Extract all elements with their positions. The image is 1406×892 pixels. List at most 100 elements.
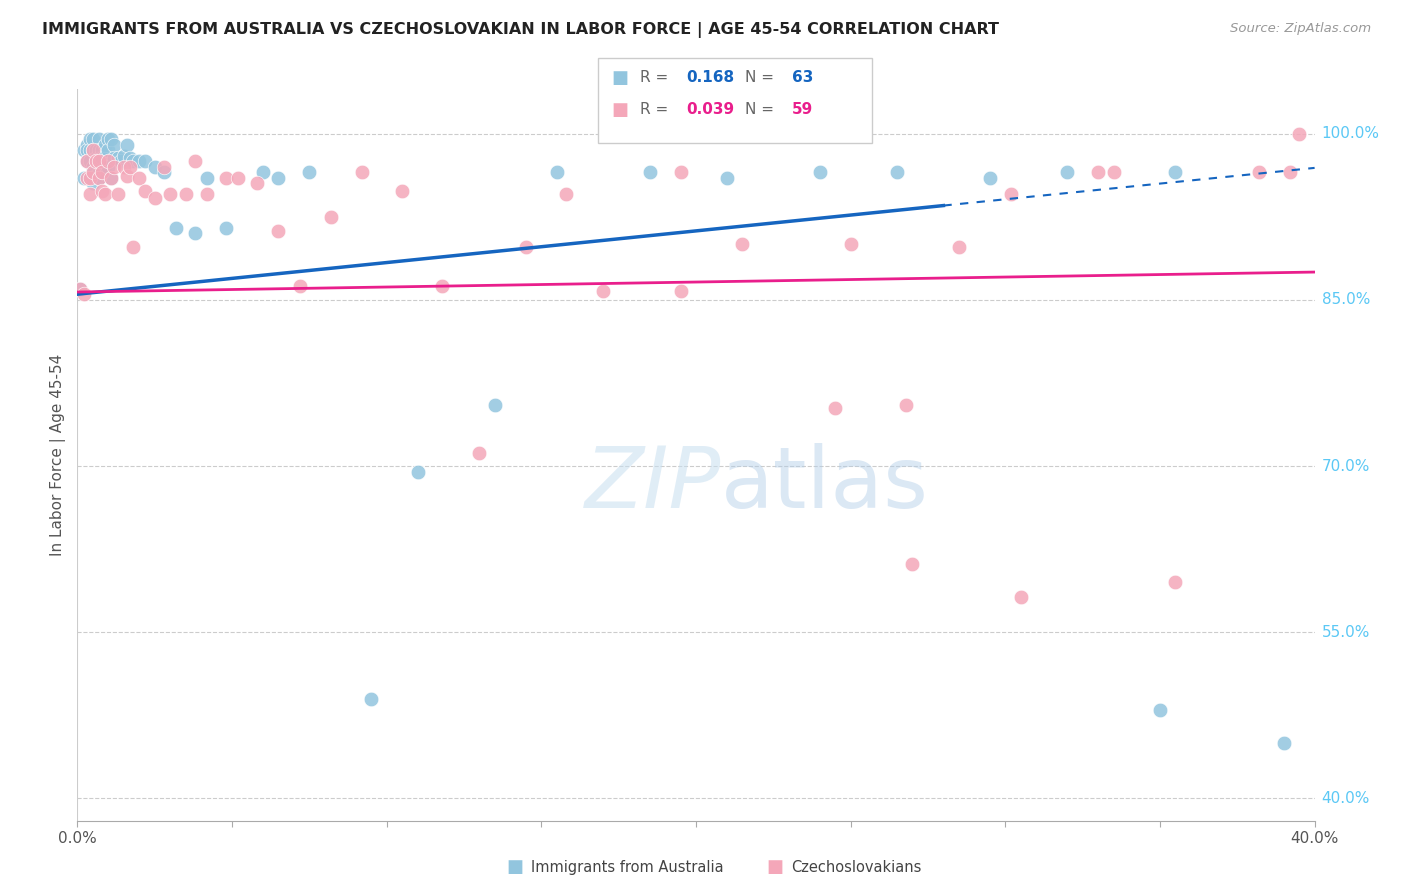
Point <box>515 239 537 253</box>
Point <box>79 187 101 202</box>
Point <box>91 165 114 179</box>
Text: 85.0%: 85.0% <box>1322 293 1369 307</box>
Point <box>1149 703 1171 717</box>
Point <box>84 143 107 157</box>
Point <box>69 282 91 296</box>
Point <box>87 132 110 146</box>
Text: ZIP: ZIP <box>585 442 721 525</box>
Point <box>901 557 924 571</box>
Point <box>406 465 429 479</box>
Point <box>246 177 269 191</box>
Point <box>267 224 290 238</box>
Point <box>134 184 156 198</box>
Text: R =: R = <box>640 70 673 85</box>
Point <box>165 220 187 235</box>
Point <box>174 187 197 202</box>
Point <box>252 165 274 179</box>
Point <box>122 154 145 169</box>
Text: N =: N = <box>745 70 779 85</box>
Point <box>79 143 101 157</box>
Point <box>122 239 145 253</box>
Point <box>948 239 970 253</box>
Point <box>153 165 176 179</box>
Text: Immigrants from Australia: Immigrants from Australia <box>531 860 724 874</box>
Point <box>1278 165 1301 179</box>
Point <box>100 170 122 185</box>
Point <box>87 154 110 169</box>
Point <box>72 143 94 157</box>
Text: 0.168: 0.168 <box>686 70 734 85</box>
Point <box>110 154 132 169</box>
Point <box>484 398 506 412</box>
Point <box>267 170 290 185</box>
Point <box>91 151 114 165</box>
Text: 0.039: 0.039 <box>686 103 734 117</box>
Text: ■: ■ <box>766 858 783 876</box>
Point <box>669 284 692 298</box>
Point <box>360 691 382 706</box>
Point <box>824 401 846 416</box>
Point <box>118 151 141 165</box>
Point <box>76 154 98 169</box>
Point <box>94 160 117 174</box>
Point <box>288 279 311 293</box>
Point <box>839 237 862 252</box>
Point <box>298 165 321 179</box>
Point <box>432 279 454 293</box>
Point <box>82 165 104 179</box>
Point <box>84 151 107 165</box>
Point <box>82 143 104 157</box>
Point <box>91 184 114 198</box>
Point <box>1288 127 1310 141</box>
Point <box>69 282 91 296</box>
Point <box>1164 165 1187 179</box>
Text: ■: ■ <box>612 69 628 87</box>
Point <box>716 170 738 185</box>
Point <box>103 160 125 174</box>
Point <box>97 154 120 169</box>
Point <box>184 227 207 241</box>
Point <box>195 187 218 202</box>
Point <box>555 187 578 202</box>
Point <box>1000 187 1022 202</box>
Point <box>76 154 98 169</box>
Text: 70.0%: 70.0% <box>1322 458 1369 474</box>
Point <box>184 154 207 169</box>
Point <box>1272 736 1295 750</box>
Point <box>112 149 135 163</box>
Point <box>76 143 98 157</box>
Text: R =: R = <box>640 103 673 117</box>
Text: atlas: atlas <box>721 442 929 525</box>
Point <box>215 220 238 235</box>
Text: 59: 59 <box>792 103 813 117</box>
Text: ■: ■ <box>612 101 628 119</box>
Point <box>82 177 104 191</box>
Point <box>94 187 117 202</box>
Point <box>808 165 831 179</box>
Point <box>1247 165 1270 179</box>
Text: ■: ■ <box>506 858 523 876</box>
Point <box>153 160 176 174</box>
Point <box>82 160 104 174</box>
Text: N =: N = <box>745 103 779 117</box>
Point <box>72 287 94 301</box>
Point <box>319 210 342 224</box>
Point <box>97 160 120 174</box>
Point <box>76 170 98 185</box>
Point <box>100 132 122 146</box>
Point <box>215 170 238 185</box>
Point <box>112 160 135 174</box>
Point <box>731 237 754 252</box>
Point <box>143 191 166 205</box>
Point <box>72 170 94 185</box>
Point <box>87 151 110 165</box>
Point <box>1164 575 1187 590</box>
Point <box>350 165 373 179</box>
Point <box>84 169 107 183</box>
Text: 55.0%: 55.0% <box>1322 624 1369 640</box>
Point <box>128 154 150 169</box>
Text: Czechoslovakians: Czechoslovakians <box>792 860 922 874</box>
Point <box>134 154 156 169</box>
Point <box>1010 590 1032 604</box>
Text: IMMIGRANTS FROM AUSTRALIA VS CZECHOSLOVAKIAN IN LABOR FORCE | AGE 45-54 CORRELAT: IMMIGRANTS FROM AUSTRALIA VS CZECHOSLOVA… <box>42 22 1000 38</box>
